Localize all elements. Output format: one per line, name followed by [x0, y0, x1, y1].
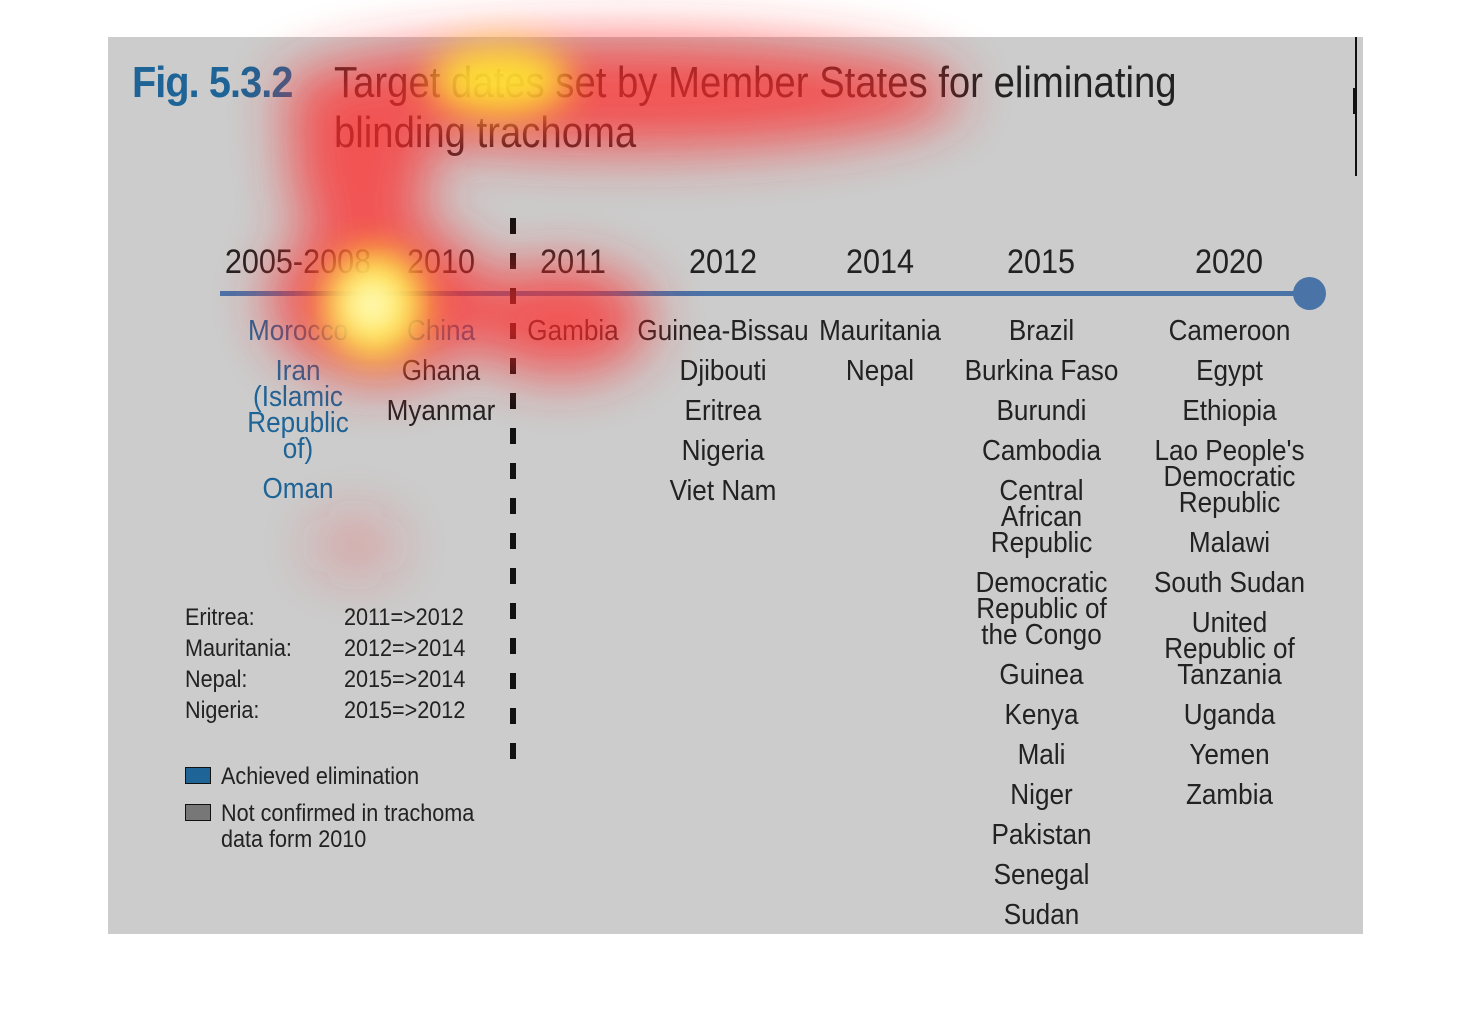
country-label: Guinea-Bissau	[637, 315, 809, 347]
timeline-country-column: Morocco Iran (Islamic Republic of) Oman	[198, 317, 398, 516]
country-label: Burkina Faso	[964, 355, 1118, 387]
country-label: Iran (Islamic Republic of)	[247, 355, 349, 465]
date-change-row: Eritrea: 2011=>2012	[185, 602, 505, 633]
timeline-country-column: Guinea-Bissau Djibouti Eritrea Nigeria Viet …	[623, 315, 823, 518]
edge-tick	[1353, 88, 1356, 114]
date-changes-list: Eritrea: 2011=>2012 Mauritania: 2012=>20…	[185, 602, 505, 726]
timeline-year-label: 2020	[1194, 243, 1264, 281]
country-label: Egypt	[1195, 355, 1263, 387]
legend-swatch-achieved	[185, 767, 211, 784]
legend-achieved-label: Achieved elimination	[221, 763, 420, 790]
edge-line	[1355, 37, 1357, 176]
country-label: Malawi	[1188, 527, 1270, 559]
country-label: Sudan	[1003, 899, 1079, 931]
timeline-axis	[220, 291, 1310, 296]
timeline-year-label: 2014	[845, 243, 915, 281]
country-label: Lao People's Democratic Republic	[1153, 435, 1305, 519]
country-label: Ghana	[401, 355, 481, 387]
timeline-country-column: Mauritania Nepal	[780, 315, 980, 398]
country-label: Mauritania	[819, 315, 941, 347]
country-label: Nigeria	[681, 435, 765, 467]
timeline-country-column: Cameroon Egypt Ethiopia Lao People's Democr…	[1129, 315, 1329, 822]
date-change-value: 2015=>2014	[344, 666, 466, 693]
timeline-year-label: 2010	[406, 243, 476, 281]
country-label: Eritrea	[684, 395, 762, 427]
legend-not-confirmed-label: Not confirmed in trachoma data form 2010	[221, 800, 475, 853]
date-change-row: Mauritania: 2012=>2014	[185, 633, 505, 664]
date-change-country: Mauritania:	[185, 635, 292, 662]
country-label: Niger	[1009, 779, 1073, 811]
country-label: Central African Republic	[990, 475, 1092, 559]
date-change-value: 2015=>2012	[344, 697, 466, 724]
timeline-end-marker	[1293, 277, 1326, 310]
country-label: Kenya	[1003, 699, 1078, 731]
date-change-country: Nigeria:	[185, 697, 260, 724]
country-label: Brazil	[1008, 315, 1074, 347]
legend-swatch-not-confirmed	[185, 804, 211, 821]
country-label: Myanmar	[386, 395, 496, 427]
timeline-year-label: 2015	[1006, 243, 1076, 281]
country-label: Yemen	[1188, 739, 1270, 771]
divider-dashed-line	[510, 218, 516, 760]
figure-number: Fig. 5.3.2	[132, 58, 293, 107]
country-label: Viet Nam	[669, 475, 777, 507]
country-label: Oman	[262, 473, 334, 505]
country-label: Pakistan	[990, 819, 1092, 851]
timeline-year-label: 2012	[688, 243, 758, 281]
country-label: Zambia	[1185, 779, 1273, 811]
country-label: Mali	[1017, 739, 1065, 771]
country-label: Cambodia	[981, 435, 1101, 467]
date-change-country: Nepal:	[185, 666, 248, 693]
country-label: Uganda	[1183, 699, 1275, 731]
timeline-country-column: Brazil Burkina Faso Burundi Cambodia Central…	[941, 315, 1141, 942]
date-change-country: Eritrea:	[185, 604, 255, 631]
country-label: United Republic of Tanzania	[1163, 607, 1295, 691]
date-change-value: 2011=>2012	[344, 604, 464, 631]
country-label: Cameroon	[1168, 315, 1290, 347]
country-label: Nepal	[845, 355, 915, 387]
country-label: Burundi	[996, 395, 1086, 427]
date-change-row: Nigeria: 2015=>2012	[185, 695, 505, 726]
country-label: South Sudan	[1153, 567, 1305, 599]
figure-title: Target dates set by Member States for el…	[334, 58, 1177, 157]
country-label: Democratic Republic of the Congo	[975, 567, 1107, 651]
date-change-row: Nepal: 2015=>2014	[185, 664, 505, 695]
timeline-year-label: 2011	[540, 243, 606, 281]
date-change-value: 2012=>2014	[344, 635, 466, 662]
country-label: Ethiopia	[1181, 395, 1277, 427]
country-label: Senegal	[993, 859, 1089, 891]
country-label: Djibouti	[679, 355, 767, 387]
timeline-year-label: 2005-2008	[224, 243, 372, 281]
country-label: Guinea	[998, 659, 1084, 691]
